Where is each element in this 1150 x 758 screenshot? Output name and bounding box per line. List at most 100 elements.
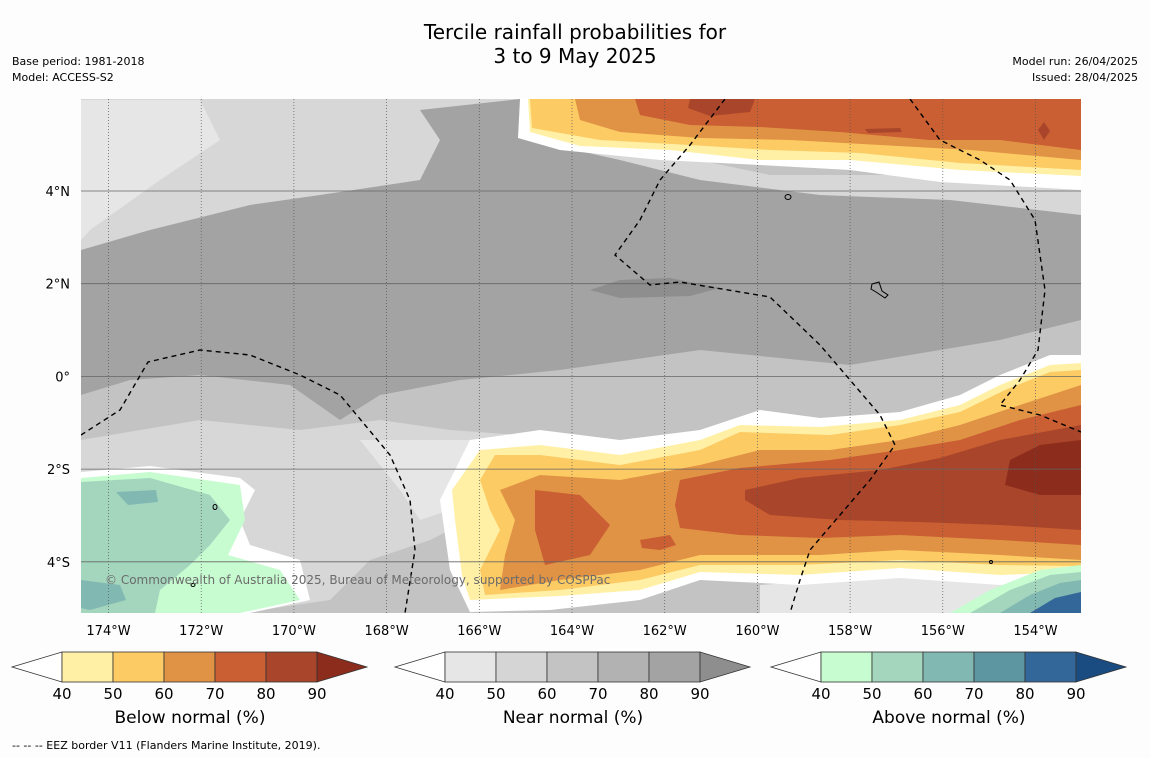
colorbar-segment	[820, 651, 873, 683]
lat-label: 2°S	[47, 463, 70, 478]
island-outline-se	[989, 560, 993, 564]
colorbar-tick-label: 80	[639, 685, 658, 700]
colorbar-segment	[597, 651, 650, 683]
latitude-labels: 4°N 2°N 0° 2°S 4°S	[46, 185, 71, 571]
island-outline-east	[870, 281, 889, 299]
lat-label: 4°S	[47, 556, 70, 571]
map-grid	[81, 99, 1081, 613]
colorbar-max-extend	[699, 651, 752, 683]
copyright-notice: © Commonwealth of Australia 2025, Bureau…	[105, 573, 610, 587]
near-normal-darkest-patch	[590, 278, 720, 298]
lon-label: 172°W	[179, 624, 223, 639]
map-fields	[81, 99, 1081, 613]
colorbar-segment	[112, 651, 165, 683]
lon-label: 170°W	[272, 624, 316, 639]
colorbar-min-extend	[10, 651, 63, 683]
colorbar-tick-label: 50	[862, 685, 881, 700]
lon-label: 162°W	[643, 624, 687, 639]
colorbar-segment	[495, 651, 548, 683]
eez-legend-footer: -- -- -- EEZ border V11 (Flanders Marine…	[12, 739, 321, 752]
colorbar-title-above: Above normal (%)	[872, 708, 1026, 728]
colorbar-tick-label: 60	[537, 685, 556, 700]
colorbar-max-extend	[316, 651, 369, 683]
issued-date: Issued: 28/04/2025	[1031, 71, 1138, 84]
colorbar-segment	[214, 651, 267, 683]
colorbar-tick-label: 70	[964, 685, 983, 700]
colorbar-tick-label: 70	[205, 685, 224, 700]
above-normal-60-patch	[116, 490, 158, 505]
model-name: Model: ACCESS-S2	[12, 71, 114, 84]
colorbar-title-near: Near normal (%)	[502, 708, 644, 728]
meta-right: Model run: 26/04/2025 Issued: 28/04/2025	[1012, 54, 1138, 86]
below-normal-80-north-small	[865, 128, 902, 133]
below-normal-80-north-dot	[1038, 122, 1050, 140]
near-normal-dark-central	[81, 99, 1081, 420]
colorbar: 40 50 60 70 80 90	[769, 651, 1128, 700]
colorbar-tick-label: 90	[690, 685, 709, 700]
colorbar-segment	[546, 651, 599, 683]
lon-label: 154°W	[1013, 624, 1057, 639]
lon-label: 168°W	[365, 624, 409, 639]
colorbar-min-extend	[393, 651, 446, 683]
colorbar-segment	[922, 651, 975, 683]
lat-label: 2°N	[46, 278, 71, 293]
colorbar-tick-label: 50	[103, 685, 122, 700]
title-line-2: 3 to 9 May 2025	[493, 44, 657, 68]
eez-border-central	[614, 99, 896, 613]
lon-label: 158°W	[828, 624, 872, 639]
base-period: Base period: 1981-2018	[12, 55, 145, 68]
island-outline	[784, 194, 792, 200]
below-normal-80-north	[688, 99, 755, 116]
chart-title: Tercile rainfall probabilities for 3 to …	[0, 20, 1150, 68]
colorbar-tick-label: 90	[1066, 685, 1085, 700]
colorbar-tick-label: 40	[435, 685, 454, 700]
near-normal-lightest-nw	[81, 100, 220, 240]
colorbar-segment	[265, 651, 318, 683]
colorbar-max-extend	[1075, 651, 1128, 683]
colorbar-segment	[973, 651, 1026, 683]
colorbar-tick-label: 90	[307, 685, 326, 700]
colorbar-tick-label: 50	[486, 685, 505, 700]
island-outline-sw	[212, 504, 218, 510]
eez-border-west	[81, 349, 416, 613]
title-line-1: Tercile rainfall probabilities for	[423, 20, 727, 44]
lat-label: 4°N	[46, 185, 71, 200]
longitude-labels: 174°W 172°W 170°W 168°W 166°W 164°W 162°W 160°W…	[86, 624, 1057, 639]
colorbar: 40 50 60 70 80 90	[10, 651, 369, 700]
below-normal-90-south	[1005, 440, 1081, 495]
colorbar-segment	[871, 651, 924, 683]
lon-label: 156°W	[921, 624, 965, 639]
colorbar-segment	[1024, 651, 1077, 683]
lat-label: 0°	[55, 370, 70, 385]
colorbar-tick-label: 40	[52, 685, 71, 700]
below-normal-70-small	[640, 535, 676, 550]
above-normal-50-sw	[81, 478, 230, 613]
colorbar-segment	[444, 651, 497, 683]
lon-label: 164°W	[550, 624, 594, 639]
colorbar-segment	[61, 651, 114, 683]
colorbar-segment	[163, 651, 216, 683]
colorbar-segment	[648, 651, 701, 683]
below-normal-70-southwest	[535, 490, 610, 565]
island-outline-sw2	[190, 583, 196, 587]
lon-label: 160°W	[735, 624, 779, 639]
model-run: Model run: 26/04/2025	[1012, 55, 1138, 68]
above-normal-60-edge	[81, 580, 126, 610]
lon-label: 166°W	[457, 624, 501, 639]
colorbar-min-extend	[769, 651, 822, 683]
above-normal-80-se	[1030, 592, 1081, 613]
colorbar-tick-label: 40	[811, 685, 830, 700]
colorbar: 40 50 60 70 80 90	[393, 651, 752, 700]
colorbar-tick-label: 80	[1015, 685, 1034, 700]
colorbars: 40 50 60 70 80 90 40 50 60 70 80 90 40 50 60 70 80 90	[10, 651, 1128, 700]
eez-border-east	[909, 99, 1081, 433]
colorbar-tick-label: 60	[154, 685, 173, 700]
colorbar-tick-label: 80	[256, 685, 275, 700]
lon-label: 174°W	[86, 624, 130, 639]
below-normal-80-south	[745, 425, 1081, 530]
colorbar-title-below: Below normal (%)	[114, 708, 266, 728]
colorbar-tick-label: 70	[588, 685, 607, 700]
colorbar-tick-label: 60	[913, 685, 932, 700]
meta-left: Base period: 1981-2018 Model: ACCESS-S2	[12, 54, 144, 86]
